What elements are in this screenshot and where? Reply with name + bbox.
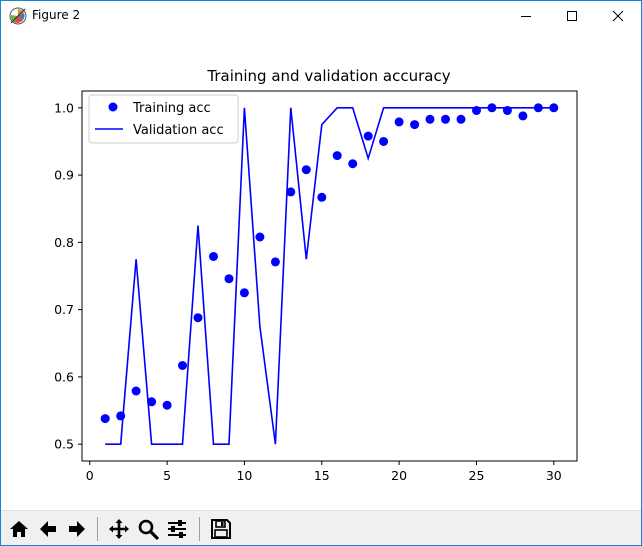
training-acc-point: [270, 257, 280, 267]
training-acc-point: [425, 114, 435, 124]
minimize-button[interactable]: [503, 1, 549, 31]
training-acc-point: [363, 131, 373, 141]
legend-label-training: Training acc: [132, 101, 211, 116]
training-acc-point: [116, 411, 126, 421]
training-acc-point: [332, 151, 342, 161]
toolbar-separator: [97, 517, 98, 541]
y-tick-label: 0.8: [54, 235, 74, 250]
close-icon: [612, 10, 624, 22]
training-acc-point: [209, 252, 218, 261]
training-acc-point: [239, 288, 249, 298]
training-acc-point: [162, 400, 172, 410]
save-button[interactable]: [207, 515, 235, 543]
x-tick-label: 5: [163, 468, 171, 483]
training-acc-point: [224, 274, 234, 284]
figure-canvas[interactable]: Training and validation accuracy 0 5 10 15 2…: [1, 32, 641, 510]
chart-title: Training and validation accuracy: [206, 67, 450, 85]
legend-marker-training: [108, 102, 118, 112]
training-acc-point: [456, 114, 466, 124]
training-acc-point: [394, 117, 404, 127]
training-acc-point: [502, 106, 512, 115]
y-tick-label: 0.5: [54, 437, 74, 452]
window-title: Figure 2: [32, 8, 81, 22]
close-button[interactable]: [595, 1, 641, 31]
training-acc-point: [472, 106, 481, 115]
x-tick-label: 20: [391, 468, 407, 483]
training-acc-point: [549, 103, 559, 113]
move-icon: [109, 519, 129, 539]
plot-axes-frame: [81, 90, 578, 462]
title-bar[interactable]: Figure 2: [1, 1, 641, 31]
legend-box: [88, 94, 239, 144]
training-acc-point: [533, 103, 543, 113]
training-acc-point: [379, 137, 389, 146]
pan-button[interactable]: [105, 515, 133, 543]
forward-button[interactable]: [63, 515, 91, 543]
accuracy-chart: Training and validation accuracy 0 5 10 15 2…: [54, 67, 578, 483]
maximize-button[interactable]: [549, 1, 595, 31]
series-layer: [100, 103, 559, 446]
training-acc-point: [131, 386, 141, 396]
y-tick-label: 0.6: [54, 369, 74, 384]
toolbar-separator: [199, 517, 200, 541]
floppy-disk-icon: [211, 519, 231, 539]
training-acc-point: [301, 165, 311, 175]
training-acc-point: [441, 114, 450, 124]
configure-subplots-button[interactable]: [163, 515, 191, 543]
x-tick-label: 30: [546, 468, 562, 483]
arrow-right-icon: [69, 521, 85, 537]
training-acc-point: [178, 361, 187, 370]
sliders-icon: [168, 520, 186, 538]
matplotlib-icon: [9, 7, 27, 25]
y-tick-label: 0.9: [54, 168, 74, 183]
training-acc-point: [487, 103, 497, 113]
training-acc-point: [147, 397, 157, 407]
arrow-left-icon: [40, 521, 56, 537]
home-button[interactable]: [5, 515, 33, 543]
home-icon: [10, 521, 28, 537]
x-tick-label: 25: [469, 468, 485, 483]
legend: Training acc Validation acc: [88, 94, 239, 144]
maximize-icon: [567, 11, 577, 21]
zoom-button[interactable]: [134, 515, 162, 543]
legend-label-validation: Validation acc: [133, 123, 224, 138]
training-acc-point: [100, 414, 110, 424]
x-tick-label: 0: [86, 468, 94, 483]
training-acc-point: [286, 187, 296, 197]
training-acc-point: [255, 232, 265, 242]
back-button[interactable]: [34, 515, 62, 543]
magnifier-icon: [138, 519, 159, 540]
training-acc-point: [348, 159, 358, 169]
y-tick-label: 1.0: [54, 100, 74, 115]
x-tick-label: 15: [314, 468, 330, 483]
x-axis: 0 5 10 15 20 25 30: [86, 461, 562, 483]
navigation-toolbar: [1, 510, 641, 545]
minimize-icon: [521, 16, 531, 17]
training-acc-point: [518, 111, 528, 121]
x-tick-label: 10: [236, 468, 252, 483]
y-axis: 0.5 0.6 0.7 0.8 0.9 1.0: [54, 100, 82, 452]
training-acc-point: [317, 192, 327, 202]
y-tick-label: 0.7: [54, 302, 74, 317]
training-acc-point: [193, 313, 203, 323]
training-acc-point: [410, 120, 420, 130]
